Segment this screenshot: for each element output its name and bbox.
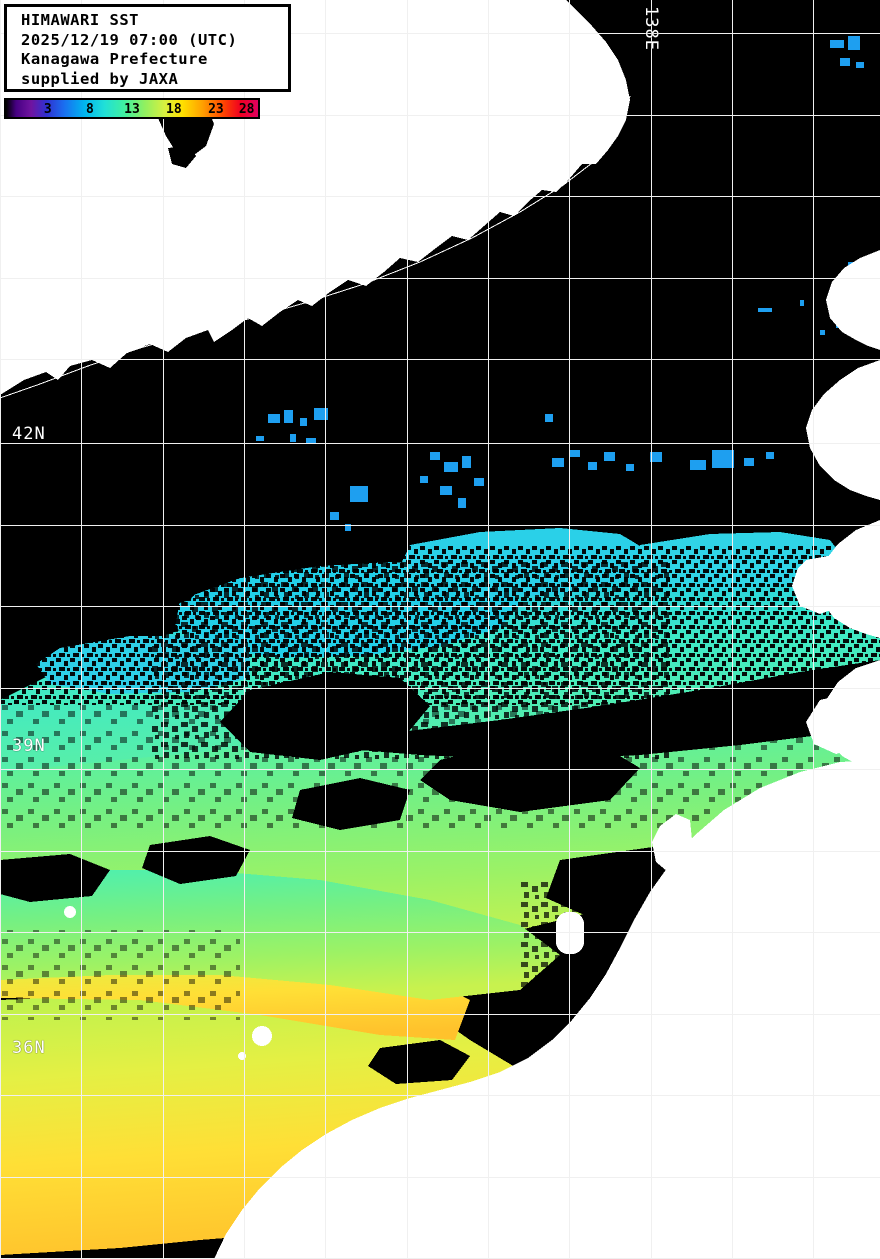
gridline-vertical — [244, 0, 245, 1259]
gridline-horizontal — [0, 1095, 880, 1096]
legend-region: Kanagawa Prefecture — [21, 50, 208, 68]
gridline-horizontal — [0, 606, 880, 607]
gridline-horizontal — [0, 688, 880, 689]
gridline-horizontal — [0, 33, 880, 34]
gridline-vertical — [0, 0, 1, 1259]
legend-timestamp: 2025/12/19 07:00 (UTC) — [21, 30, 238, 49]
latitude-label-36n: 36N — [12, 1038, 46, 1058]
gridline-vertical — [325, 0, 326, 1259]
gridline-vertical — [407, 0, 408, 1259]
gridline-horizontal — [0, 115, 880, 116]
gridline-vertical — [813, 0, 814, 1259]
gridline-horizontal — [0, 278, 880, 279]
gridline-vertical — [488, 0, 489, 1259]
gridline-horizontal — [0, 359, 880, 360]
land-honshu-southwest — [214, 1092, 580, 1259]
gridline-horizontal — [0, 851, 880, 852]
legend-title: HIMAWARI SST — [21, 11, 139, 29]
colorbar-gradient — [6, 100, 258, 117]
gridline-vertical — [651, 0, 652, 1259]
sst-colorbar: 3 8 13 18 23 28 — [4, 98, 260, 119]
gridline-horizontal — [0, 196, 880, 197]
gridline-horizontal — [0, 525, 880, 526]
colorbar-tick-8: 8 — [85, 102, 94, 117]
gridline-horizontal — [0, 1177, 880, 1178]
gridline-vertical — [732, 0, 733, 1259]
latitude-label-39n: 39N — [12, 736, 46, 756]
legend-source: supplied by JAXA — [21, 69, 179, 88]
longitude-label-138e: 138E — [641, 6, 661, 51]
colorbar-tick-28: 28 — [238, 102, 255, 117]
latitude-label-42n: 42N — [12, 424, 46, 444]
gridline-horizontal — [0, 769, 880, 770]
cloud-speckle-overlay — [0, 545, 880, 1259]
sst-cold-pixel-clusters — [256, 36, 864, 531]
gridline-vertical — [81, 0, 82, 1259]
gridline-vertical — [569, 0, 570, 1259]
coastline-outline — [0, 95, 631, 399]
gridline-horizontal — [0, 443, 880, 444]
colorbar-tick-23: 23 — [208, 102, 224, 117]
gridline-horizontal — [0, 1014, 880, 1015]
colorbar-tick-13: 13 — [124, 102, 140, 117]
legend-title-box: HIMAWARI SST 2025/12/19 07:00 (UTC) Kana… — [4, 4, 291, 92]
colorbar-tick-18: 18 — [166, 102, 182, 117]
colorbar-tick-3: 3 — [43, 102, 52, 117]
gridline-horizontal — [0, 932, 880, 933]
gridline-vertical — [163, 0, 164, 1259]
